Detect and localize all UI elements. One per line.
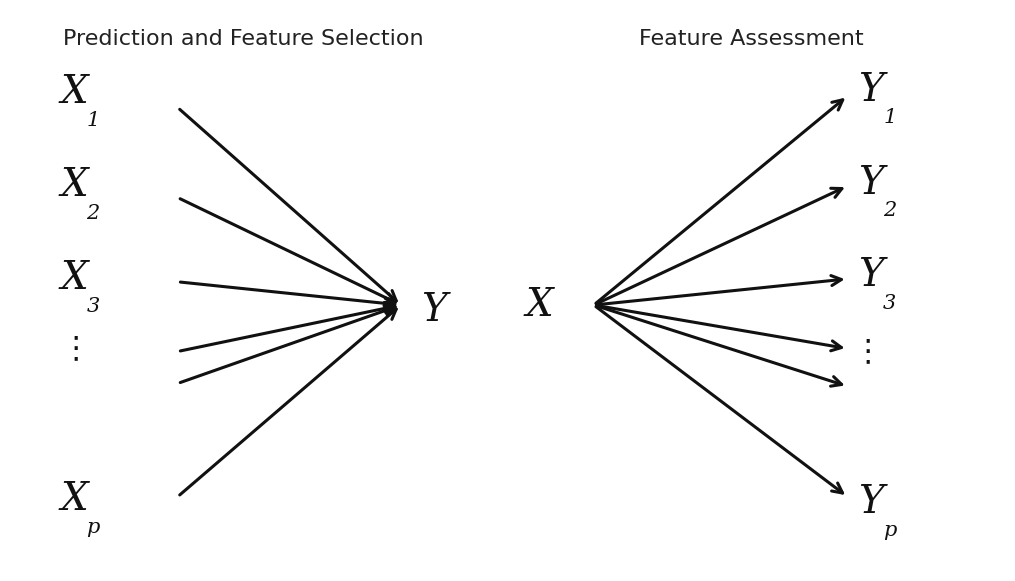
Text: 1: 1 [86,112,99,130]
Text: Y: Y [858,71,883,109]
Text: X: X [61,167,88,205]
Text: 1: 1 [883,109,896,127]
Text: 2: 2 [883,202,896,220]
Text: ⋮: ⋮ [61,334,91,363]
Text: X: X [61,481,88,518]
Text: Y: Y [858,484,883,521]
Text: ⋮: ⋮ [853,337,883,366]
Text: p: p [883,521,896,540]
Text: 2: 2 [86,205,99,223]
Text: 3: 3 [86,297,99,316]
Text: p: p [86,518,99,537]
Text: X: X [61,74,88,112]
Text: Y: Y [858,257,883,295]
Text: X: X [526,286,553,324]
Text: Prediction and Feature Selection: Prediction and Feature Selection [63,29,424,49]
Text: Y: Y [858,164,883,202]
Text: 3: 3 [883,295,896,313]
Text: Y: Y [421,292,447,329]
Text: X: X [61,260,88,297]
Text: Feature Assessment: Feature Assessment [638,29,864,49]
